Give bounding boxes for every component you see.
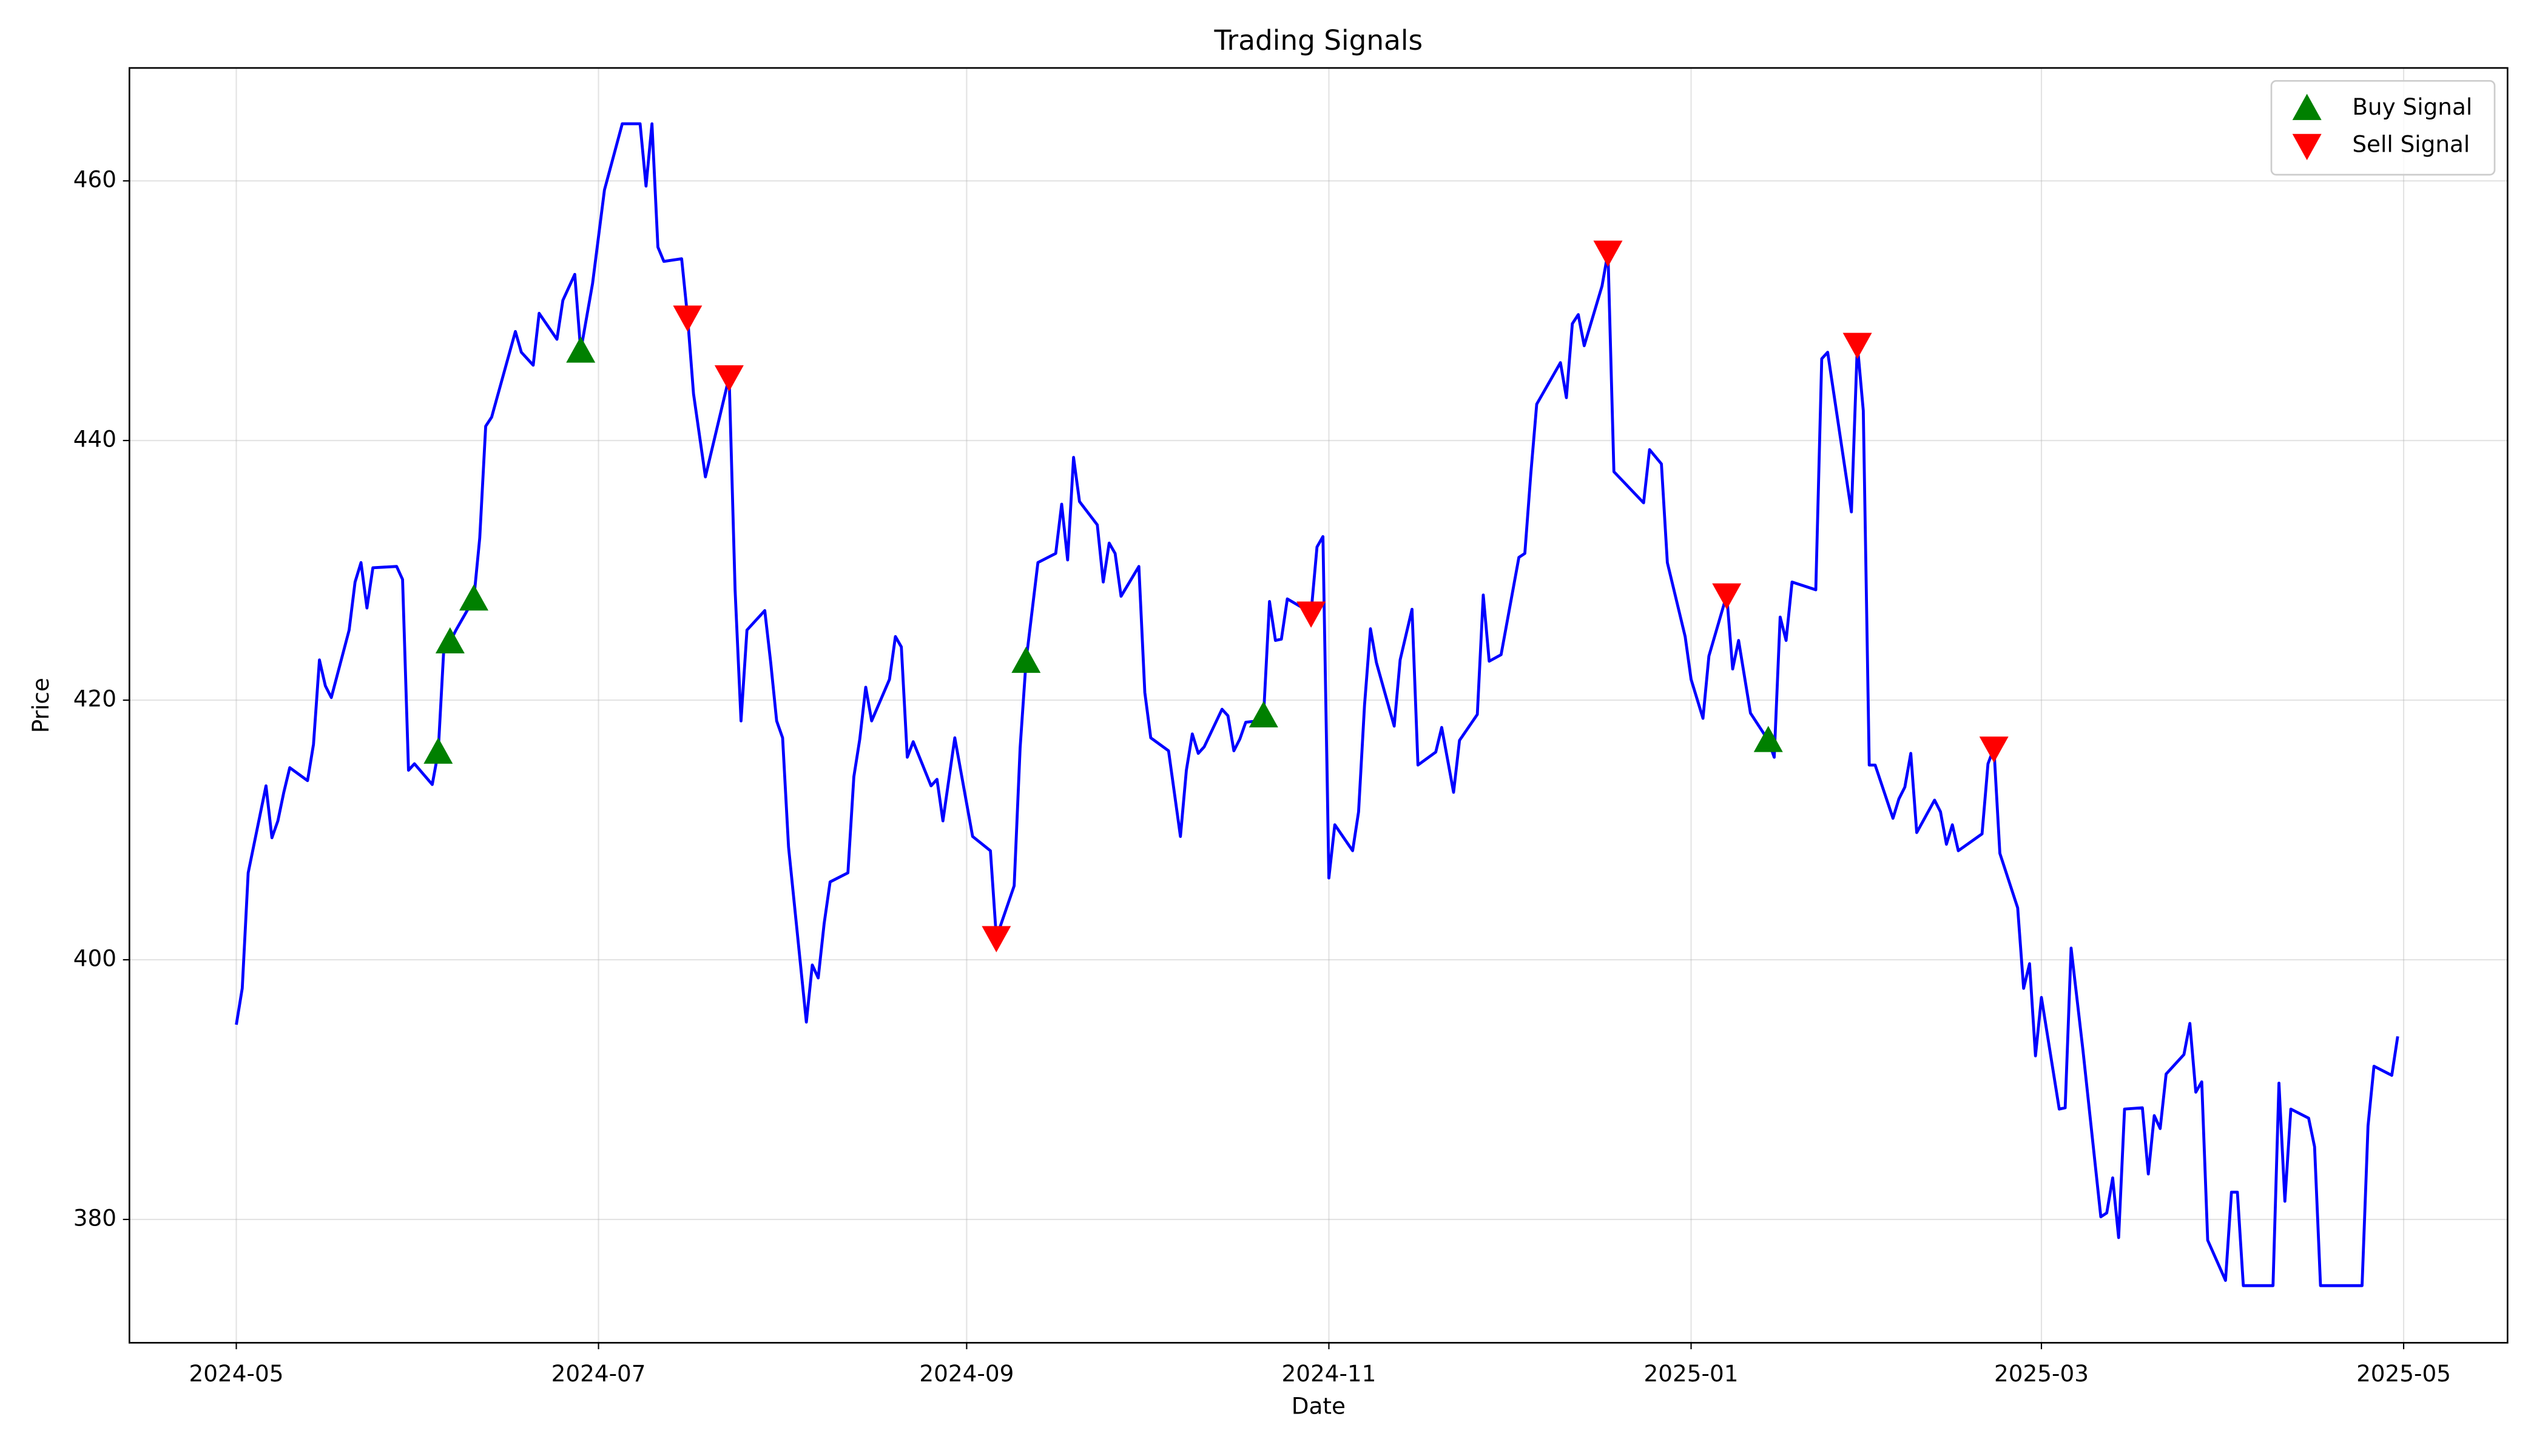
- signal-marker: [1296, 601, 1326, 628]
- x-tick-label: 2024-09: [919, 1360, 1014, 1387]
- x-tick-label: 2025-03: [1994, 1360, 2089, 1387]
- x-tick-label: 2024-11: [1281, 1360, 1376, 1387]
- y-tick-label: 400: [73, 945, 116, 972]
- plot-frame: [128, 67, 2509, 1344]
- signal-marker: [1249, 701, 1278, 727]
- legend-label: Sell Signal: [2352, 131, 2470, 158]
- x-tick-label: 2024-05: [189, 1360, 284, 1387]
- price-line: [235, 122, 2399, 1287]
- y-tick-label: 460: [73, 166, 116, 193]
- x-tick-label: 2024-07: [551, 1360, 646, 1387]
- signal-marker: [1712, 583, 1742, 610]
- signal-marker: [435, 627, 465, 654]
- y-tick-label: 380: [73, 1205, 116, 1232]
- chart-title: Trading Signals: [1214, 24, 1423, 56]
- signal-marker: [673, 305, 703, 332]
- signal-marker: [1593, 240, 1623, 267]
- signal-marker: [714, 365, 744, 392]
- legend-label: Buy Signal: [2352, 93, 2472, 120]
- legend-marker: [2292, 133, 2322, 160]
- x-axis-label: Date: [1292, 1393, 1346, 1420]
- signal-marker: [1011, 646, 1041, 673]
- signal-marker: [459, 584, 489, 611]
- x-tick-label: 2025-05: [2356, 1360, 2451, 1387]
- y-tick-label: 440: [73, 426, 116, 453]
- x-tick-label: 2025-01: [1644, 1360, 1739, 1387]
- signal-marker: [423, 737, 453, 764]
- y-axis-label: Price: [27, 678, 54, 733]
- signal-marker: [1979, 736, 2009, 763]
- signal-marker: [982, 926, 1011, 952]
- legend-marker: [2292, 93, 2322, 120]
- legend-box: [2270, 80, 2496, 176]
- y-tick-label: 420: [73, 686, 116, 712]
- signal-marker: [1753, 726, 1783, 752]
- signal-marker: [1842, 332, 1872, 359]
- signal-marker: [566, 336, 596, 363]
